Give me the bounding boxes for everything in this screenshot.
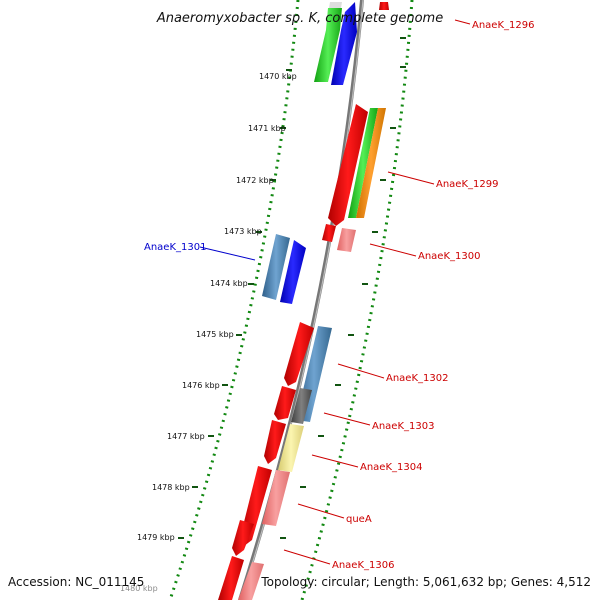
map-title: Anaeromyxobacter sp. K, complete genome bbox=[156, 11, 443, 26]
topology-text: Topology: circular; Length: 5,061,632 bp… bbox=[260, 575, 591, 589]
outer-strand-genes bbox=[218, 2, 389, 600]
label-anaek-1300[interactable]: AnaeK_1300 bbox=[418, 251, 480, 262]
gene-anaek-1296[interactable] bbox=[379, 2, 389, 10]
label-anaek-1306[interactable]: AnaeK_1306 bbox=[332, 560, 394, 571]
gc-skew-track-outer bbox=[300, 0, 414, 600]
kbp-1480: 1480 kbp bbox=[120, 584, 158, 593]
backbone-ticks bbox=[178, 37, 406, 539]
label-anaek-1303[interactable]: AnaeK_1303 bbox=[372, 421, 434, 432]
kbp-1477: 1477 kbp bbox=[167, 432, 205, 441]
gene-anaek-1300[interactable] bbox=[337, 228, 356, 252]
gene-anaek-1299-orange[interactable] bbox=[356, 108, 386, 218]
gene-anaek-1297-blue[interactable] bbox=[331, 2, 357, 85]
callout-lines bbox=[199, 19, 471, 565]
label-anaek-1301[interactable]: AnaeK_1301 bbox=[144, 242, 206, 253]
label-anaek-1304[interactable]: AnaeK_1304 bbox=[360, 462, 422, 473]
gene-anaek-1298-green[interactable] bbox=[314, 8, 342, 82]
gene-anaek-1301-blue[interactable] bbox=[280, 240, 306, 304]
gene-quea[interactable] bbox=[262, 470, 290, 526]
gene-anaek-1306-pink[interactable] bbox=[238, 562, 264, 600]
accession-text: Accession: NC_011145 bbox=[8, 575, 144, 589]
scale-labels: 1470 kbp 1471 kbp 1472 kbp 1473 kbp 1474… bbox=[120, 72, 297, 593]
kbp-1479: 1479 kbp bbox=[137, 533, 175, 542]
gene-green-small[interactable] bbox=[329, 2, 342, 8]
gene-anaek-1299-red[interactable] bbox=[328, 104, 368, 226]
gene-labels: AnaeK_1296 AnaeK_1299 AnaeK_1300 AnaeK_1… bbox=[144, 20, 534, 571]
kbp-1472: 1472 kbp bbox=[236, 176, 274, 185]
gene-red-bottom[interactable] bbox=[218, 556, 244, 600]
kbp-1470: 1470 kbp bbox=[259, 72, 297, 81]
kbp-1474: 1474 kbp bbox=[210, 279, 248, 288]
kbp-1471: 1471 kbp bbox=[248, 124, 286, 133]
label-anaek-1299[interactable]: AnaeK_1299 bbox=[436, 179, 498, 190]
kbp-1478: 1478 kbp bbox=[152, 483, 190, 492]
gene-anaek-1304[interactable] bbox=[278, 424, 304, 472]
gene-anaek-1299-green[interactable] bbox=[348, 108, 378, 218]
gc-skew-track-inner bbox=[168, 0, 300, 600]
gene-anaek-1306-red[interactable] bbox=[232, 520, 254, 556]
kbp-1476: 1476 kbp bbox=[182, 381, 220, 390]
label-anaek-1296[interactable]: AnaeK_1296 bbox=[472, 20, 534, 31]
label-quea[interactable]: queA bbox=[346, 514, 372, 525]
gene-red-1302[interactable] bbox=[284, 322, 314, 386]
gene-anaek-1303[interactable] bbox=[291, 388, 312, 424]
gene-red-1303[interactable] bbox=[274, 386, 296, 420]
gene-red-small-1300[interactable] bbox=[322, 224, 336, 242]
gene-red-1304[interactable] bbox=[264, 420, 286, 464]
kbp-1475: 1475 kbp bbox=[196, 330, 234, 339]
label-anaek-1302[interactable]: AnaeK_1302 bbox=[386, 373, 448, 384]
kbp-1473: 1473 kbp bbox=[224, 227, 262, 236]
gene-anaek-1301-steel[interactable] bbox=[262, 234, 290, 300]
